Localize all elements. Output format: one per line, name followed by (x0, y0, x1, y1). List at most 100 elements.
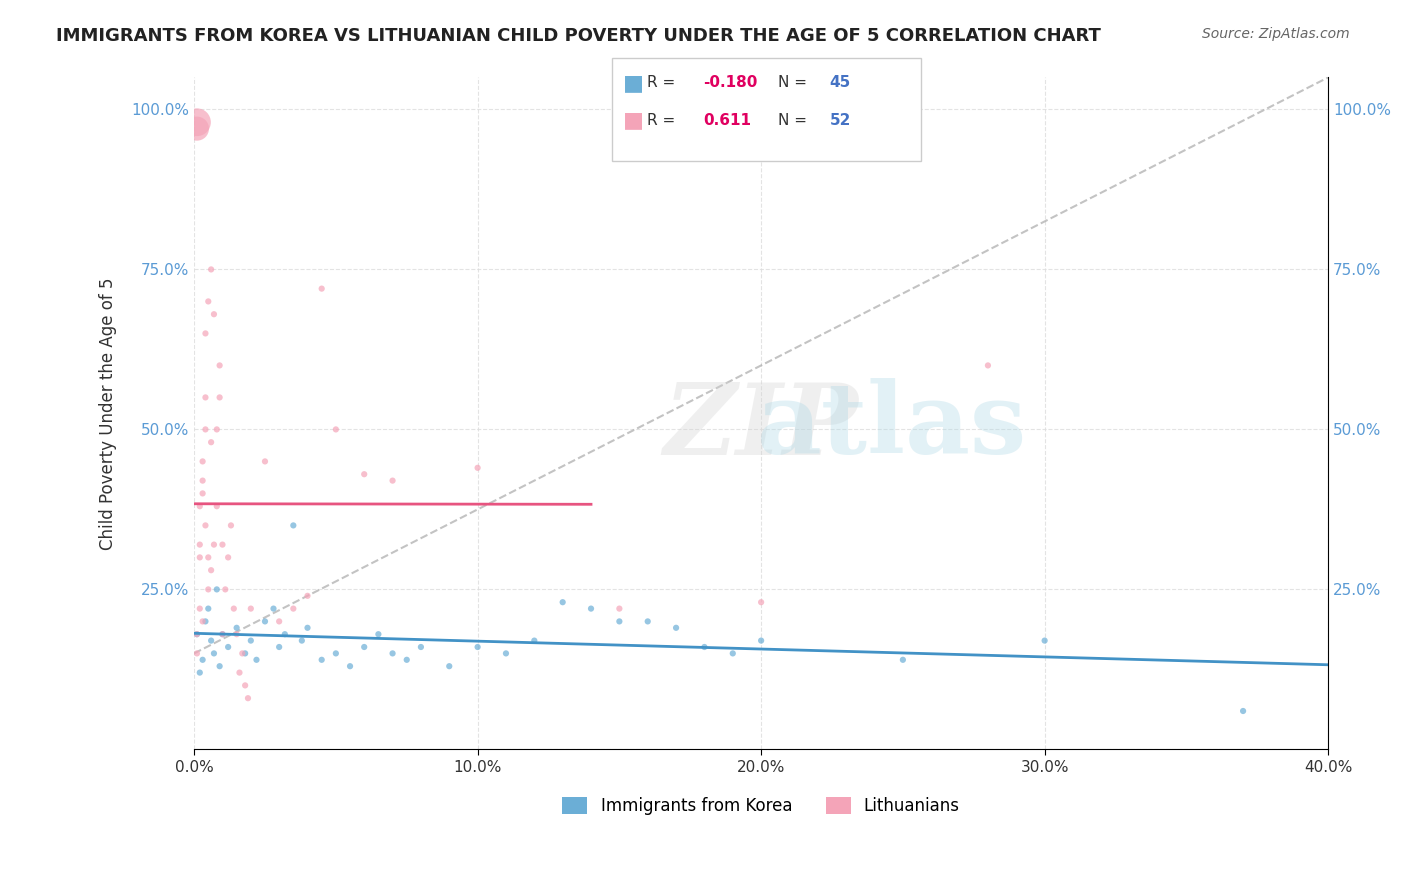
Point (353, 640, 375, 654)
Point (523, 633, 546, 648)
Text: R =: R = (647, 113, 681, 128)
Point (191, 454, 214, 468)
Point (693, 640, 716, 654)
Point (551, 595, 574, 609)
Point (236, 691, 259, 706)
Point (211, 627, 233, 641)
Y-axis label: Child Poverty Under the Age of 5: Child Poverty Under the Age of 5 (100, 277, 117, 549)
Point (609, 615, 631, 629)
Point (263, 601, 285, 615)
Point (353, 467, 375, 482)
Point (297, 589, 319, 603)
Text: atlas: atlas (756, 378, 1026, 475)
Point (283, 518, 305, 533)
Point (439, 659, 461, 673)
Point (200, 435, 222, 450)
Point (367, 627, 389, 641)
Point (339, 659, 361, 673)
Point (291, 633, 314, 648)
Point (186, 647, 208, 661)
Point (219, 518, 242, 533)
Text: 45: 45 (830, 76, 851, 90)
Point (222, 601, 245, 615)
Point (233, 647, 256, 661)
Point (297, 621, 319, 635)
Point (202, 647, 225, 661)
Point (239, 633, 262, 648)
Point (381, 474, 404, 488)
Point (637, 615, 659, 629)
Point (208, 359, 231, 373)
Point (191, 486, 214, 500)
Point (311, 282, 333, 296)
Point (233, 678, 256, 692)
Point (609, 601, 631, 615)
Point (665, 621, 688, 635)
Point (495, 647, 517, 661)
Point (208, 391, 231, 405)
Point (225, 621, 247, 635)
Point (283, 601, 305, 615)
Point (269, 615, 291, 629)
Point (239, 601, 262, 615)
Point (214, 582, 236, 597)
Point (205, 422, 228, 436)
Text: ZIP: ZIP (664, 378, 859, 475)
Point (211, 627, 233, 641)
Point (325, 647, 347, 661)
Text: 0.611: 0.611 (703, 113, 751, 128)
Point (186, 121, 208, 136)
Point (253, 454, 276, 468)
Point (202, 307, 225, 321)
Text: 52: 52 (830, 113, 851, 128)
Legend: Immigrants from Korea, Lithuanians: Immigrants from Korea, Lithuanians (555, 790, 966, 822)
Point (194, 326, 217, 341)
Point (1033, 633, 1056, 648)
Point (197, 601, 219, 615)
Point (245, 653, 267, 667)
Point (188, 538, 211, 552)
Point (197, 550, 219, 565)
Point (205, 582, 228, 597)
Point (211, 538, 233, 552)
Point (197, 582, 219, 597)
Text: Source: ZipAtlas.com: Source: ZipAtlas.com (1202, 27, 1350, 41)
Point (269, 640, 291, 654)
Point (891, 653, 914, 667)
Point (231, 647, 253, 661)
Point (217, 550, 239, 565)
Point (228, 665, 250, 680)
Text: ■: ■ (623, 73, 644, 93)
Point (225, 627, 247, 641)
Point (200, 563, 222, 577)
Text: N =: N = (778, 113, 811, 128)
Point (467, 460, 489, 475)
Point (977, 359, 1000, 373)
Point (253, 615, 276, 629)
Point (1232, 704, 1254, 718)
Point (395, 653, 418, 667)
Point (579, 601, 602, 615)
Point (409, 640, 432, 654)
Text: ■: ■ (623, 111, 644, 130)
Point (467, 640, 489, 654)
Point (197, 294, 219, 309)
Point (325, 422, 347, 436)
Point (194, 391, 217, 405)
Point (721, 647, 744, 661)
Point (188, 665, 211, 680)
Point (311, 653, 333, 667)
Point (186, 627, 208, 641)
Text: -0.180: -0.180 (703, 76, 758, 90)
Point (194, 422, 217, 436)
Point (186, 627, 208, 641)
Point (381, 647, 404, 661)
Point (188, 601, 211, 615)
Point (191, 474, 214, 488)
Point (186, 115, 208, 129)
Point (217, 640, 239, 654)
Point (749, 595, 772, 609)
Point (202, 538, 225, 552)
Point (191, 615, 214, 629)
Point (200, 633, 222, 648)
